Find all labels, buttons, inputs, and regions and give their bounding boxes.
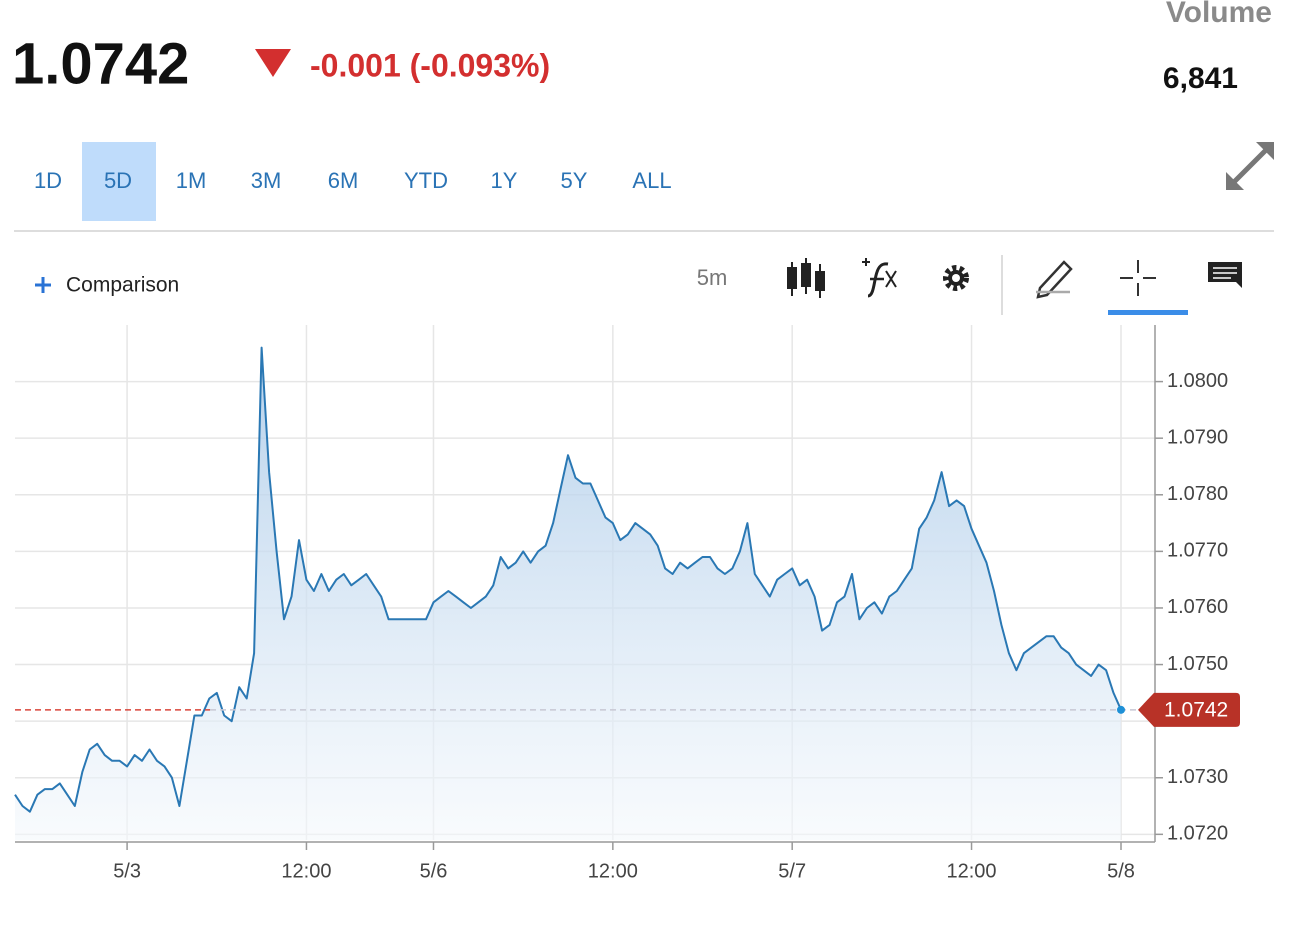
y-tick-label: 1.0720	[1167, 823, 1228, 845]
y-tick-label: 1.0750	[1167, 653, 1228, 675]
area	[15, 347, 1121, 840]
x-tick-label: 5/8	[1107, 860, 1135, 882]
last-price-label: 1.0742	[1164, 698, 1228, 721]
range-buttons: 1D 5D 1M 3M 6M YTD 1Y 5Y ALL	[34, 168, 672, 193]
interval[interactable]: 5m	[697, 265, 728, 290]
range-button[interactable]: 5D	[104, 168, 132, 193]
draw-icon[interactable]	[1036, 260, 1073, 299]
y-tick-label: 1.0760	[1167, 596, 1228, 618]
settings-icon[interactable]	[943, 265, 969, 291]
x-tick-label: 5/6	[420, 860, 448, 882]
x-tick-label: 12:00	[947, 860, 997, 882]
range-button[interactable]: ALL	[632, 168, 671, 193]
y-tick-label: 1.0770	[1167, 540, 1228, 562]
comparison-button[interactable]: Comparison	[35, 274, 179, 297]
range-button[interactable]: 6M	[328, 168, 359, 193]
price: 1.0742	[12, 31, 189, 96]
range-button[interactable]: 1Y	[491, 168, 518, 193]
x-tick-label: 12:00	[588, 860, 638, 882]
price-line	[14, 346, 1122, 813]
range-button[interactable]: 1M	[176, 168, 207, 193]
last-point	[1117, 705, 1125, 714]
comments-icon[interactable]	[1208, 262, 1242, 288]
comparison-label: Comparison	[66, 274, 179, 297]
down-arrow	[255, 49, 291, 77]
plot: 1.07201.07301.07401.07501.07601.07701.07…	[14, 325, 1240, 882]
x-tick-label: 5/7	[778, 860, 806, 882]
range-button[interactable]: 3M	[251, 168, 282, 193]
active-range-bg	[82, 142, 156, 221]
last-price-tag	[1138, 692, 1240, 727]
y-tick-label: 1.0800	[1167, 370, 1228, 392]
x-tick-label: 5/3	[113, 860, 141, 882]
y-tick-label: 1.0790	[1167, 426, 1228, 448]
candles-icon[interactable]	[787, 258, 825, 298]
crosshair-icon[interactable]	[1120, 260, 1156, 296]
active-tool-indicator	[1108, 310, 1188, 315]
x-tick-label: 12:00	[281, 860, 331, 882]
price-change: -0.001 (-0.093%)	[310, 47, 550, 83]
volume-value: 6,841	[1163, 62, 1238, 95]
indicators-icon[interactable]	[862, 258, 897, 298]
volume-label: Volume	[1166, 0, 1272, 29]
range-button[interactable]: 5Y	[561, 168, 588, 193]
range-button[interactable]: 1D	[34, 168, 62, 193]
expand-icon[interactable]	[1226, 142, 1274, 190]
y-tick-label: 1.0780	[1167, 483, 1228, 505]
range-button[interactable]: YTD	[404, 168, 448, 193]
y-tick-label: 1.0730	[1167, 766, 1228, 788]
